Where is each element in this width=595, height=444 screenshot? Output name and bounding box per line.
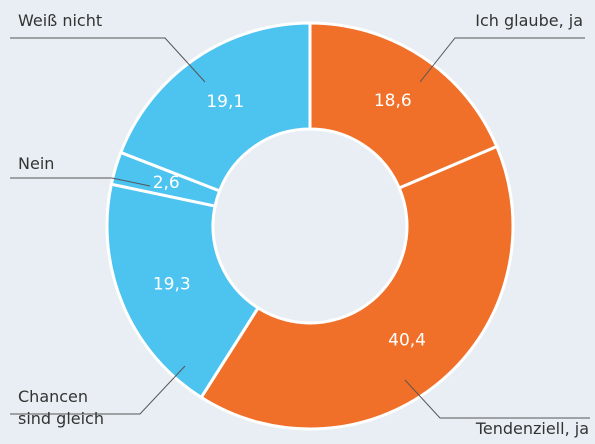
leader-line (10, 365, 186, 415)
slice (105, 182, 261, 400)
leader-line (10, 37, 206, 83)
value-label: 2,6 (153, 173, 180, 193)
leader-line (419, 37, 585, 83)
category-label: Weiß nicht (18, 11, 103, 30)
category-label: Tendenziell, ja (475, 419, 589, 438)
slice (118, 21, 312, 193)
value-label: 19,3 (153, 274, 191, 294)
category-label: Nein (18, 154, 55, 173)
value-label: 19,1 (206, 92, 244, 112)
value-label: 40,4 (388, 330, 426, 350)
slices: 18,6 40,4 19,3 2,6 19,1 (105, 21, 515, 431)
slice (308, 21, 499, 191)
slice (199, 144, 515, 431)
value-label: 18,6 (374, 91, 412, 111)
category-label: Ich glaube, ja (475, 11, 583, 30)
leader-line (404, 379, 590, 419)
leader-line (10, 177, 151, 187)
category-label: Chancen sind gleich (18, 387, 104, 428)
